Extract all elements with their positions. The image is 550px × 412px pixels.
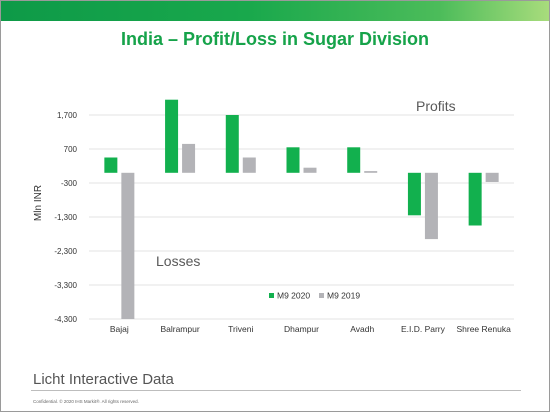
y-tick-label: 700	[64, 145, 78, 154]
bar	[225, 115, 239, 173]
bar-chart: 1,700 700 -300 -1,300 -2,300 -3,300 -4,300 Mln …	[33, 98, 514, 334]
x-tick-label: E.I.D. Parry	[401, 324, 446, 334]
x-tick-label: Shree Renuka	[456, 324, 511, 334]
bar	[303, 167, 317, 173]
profits-annotation: Profits	[416, 98, 456, 114]
legend-swatch	[319, 293, 324, 298]
copyright-text: Confidential. © 2020 IHS Markit®. All ri…	[33, 399, 139, 404]
bar	[347, 147, 361, 173]
bar	[468, 172, 482, 226]
y-axis-label: Mln INR	[33, 185, 44, 221]
losses-annotation: Losses	[156, 253, 200, 269]
x-tick-label: Triveni	[228, 324, 253, 334]
bar	[286, 147, 300, 173]
y-tick-label: 1,700	[57, 111, 78, 120]
legend-label: M9 2019	[327, 291, 360, 301]
bar	[424, 172, 438, 240]
bar	[485, 172, 499, 182]
x-tick-label: Balrampur	[160, 324, 199, 334]
legend-label: M9 2020	[277, 291, 310, 301]
chart-title: India – Profit/Loss in Sugar Division	[120, 29, 430, 49]
top-color-band	[1, 1, 549, 21]
x-tick-label: Avadh	[350, 324, 374, 334]
y-tick-label: -300	[61, 179, 78, 188]
y-tick-label: -1,300	[54, 213, 77, 222]
bar	[182, 143, 196, 173]
bar	[165, 99, 179, 173]
legend-swatch	[269, 293, 274, 298]
bar	[104, 157, 118, 173]
bar	[242, 157, 256, 173]
x-tick-label: Bajaj	[110, 324, 129, 334]
brand-label: Licht Interactive Data	[33, 371, 174, 388]
bar	[364, 171, 378, 173]
y-tick-label: -2,300	[54, 247, 77, 256]
bar	[121, 172, 135, 319]
footer-divider	[31, 390, 521, 391]
y-tick-label: -3,300	[54, 281, 77, 290]
y-tick-label: -4,300	[54, 315, 77, 324]
bar	[407, 172, 421, 216]
x-tick-label: Dhampur	[284, 324, 319, 334]
